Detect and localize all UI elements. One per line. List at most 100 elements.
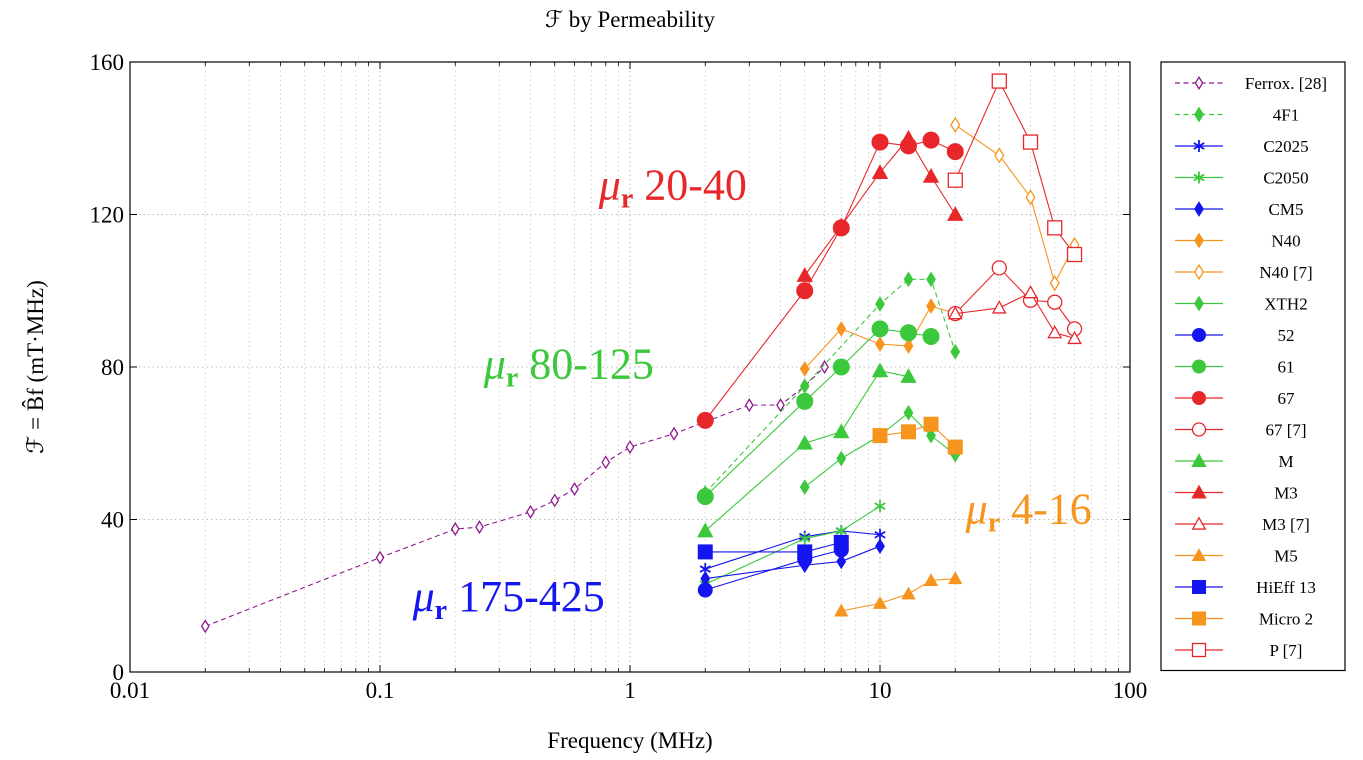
data-point xyxy=(744,398,754,413)
series-line xyxy=(705,545,881,580)
data-point xyxy=(991,300,1007,314)
data-point xyxy=(601,455,611,470)
legend-entry: 67 [7] xyxy=(1175,421,1307,440)
data-point xyxy=(834,603,849,617)
data-point xyxy=(903,404,914,421)
annotation-label: μr 20-40 xyxy=(598,160,747,214)
data-point xyxy=(923,416,939,432)
legend-entry: M3 xyxy=(1175,484,1298,503)
series-9 xyxy=(696,320,940,506)
legend-entry: M xyxy=(1175,452,1294,471)
data-point xyxy=(669,426,679,441)
data-point xyxy=(833,217,850,233)
legend-label: P [7] xyxy=(1270,641,1303,660)
legend-marker xyxy=(1194,201,1204,217)
legend-label: C2050 xyxy=(1263,169,1308,188)
data-point xyxy=(820,360,829,374)
legend-label: M5 xyxy=(1274,547,1298,566)
series-2 xyxy=(699,524,886,576)
data-point xyxy=(832,358,850,376)
legend-marker xyxy=(1191,642,1207,658)
series-line xyxy=(704,278,956,494)
data-point xyxy=(833,534,849,550)
data-point xyxy=(900,368,917,383)
data-point xyxy=(948,571,963,585)
data-point xyxy=(1025,189,1036,206)
y-tick-label: 0 xyxy=(113,660,125,685)
data-point xyxy=(874,500,886,513)
series-15 xyxy=(834,571,963,617)
legend-entry: CM5 xyxy=(1175,200,1303,219)
data-point xyxy=(872,596,888,609)
legend-label: 61 xyxy=(1278,358,1295,377)
data-point xyxy=(799,361,810,377)
legend-entry: P [7] xyxy=(1175,641,1302,660)
legend-marker xyxy=(1192,359,1206,374)
series-line xyxy=(804,412,956,488)
x-tick-label: 1 xyxy=(624,678,636,703)
chart-title: ℱ by Permeability xyxy=(545,7,716,32)
legend-marker xyxy=(1194,76,1204,90)
x-axis-label: Frequency (MHz) xyxy=(547,728,712,753)
data-point xyxy=(991,260,1007,276)
data-point xyxy=(796,267,813,282)
legend-label: CM5 xyxy=(1269,200,1304,219)
series-14 xyxy=(947,285,1082,345)
data-point xyxy=(875,538,885,555)
axes: 0.01 0.1 1 10 100 0 40 80 120 160 xyxy=(90,50,1148,703)
legend-marker xyxy=(1194,106,1204,123)
legend-marker xyxy=(1191,422,1207,437)
legend: Ferrox. [28] 4F1 C2025 C2050 CM5 N40 N40 [7] XT… xyxy=(1160,61,1346,672)
data-point xyxy=(900,129,917,145)
x-tick-label: 0.1 xyxy=(366,678,395,703)
x-tick-label: 100 xyxy=(1113,678,1148,703)
data-point xyxy=(200,619,210,634)
data-point xyxy=(875,296,885,312)
data-point xyxy=(696,488,714,506)
y-tick-label: 160 xyxy=(90,50,125,75)
data-point xyxy=(926,271,936,288)
legend-entry: Micro 2 xyxy=(1175,610,1313,629)
series-line xyxy=(841,578,956,612)
annotation-label: μr 4-16 xyxy=(965,484,1092,538)
data-point xyxy=(871,362,889,378)
data-point xyxy=(991,73,1007,89)
data-point xyxy=(946,143,964,161)
data-point xyxy=(994,147,1005,164)
y-tick-label: 120 xyxy=(90,203,125,228)
y-tick-label: 40 xyxy=(101,508,124,533)
data-point xyxy=(926,427,936,444)
data-point xyxy=(947,305,963,320)
annotation-label: μr 80-125 xyxy=(483,339,654,393)
data-point xyxy=(901,586,916,600)
legend-marker xyxy=(1191,516,1207,530)
series-0 xyxy=(200,360,829,634)
series-18 xyxy=(947,73,1083,263)
data-point xyxy=(1023,285,1038,299)
legend-entry: M5 xyxy=(1175,547,1298,566)
data-point xyxy=(799,378,810,394)
y-axis-label: ℱ = B̂f (mT·MHz) xyxy=(21,280,48,454)
data-point xyxy=(1066,246,1083,263)
data-point xyxy=(1022,134,1039,150)
data-point xyxy=(947,439,963,455)
series-16 xyxy=(697,534,849,560)
grid xyxy=(130,62,1130,672)
legend-label: N40 [7] xyxy=(1259,263,1312,282)
legend-entry: 52 xyxy=(1175,326,1295,345)
data-point xyxy=(836,321,847,337)
legend-label: M xyxy=(1278,452,1293,471)
data-point xyxy=(1047,325,1063,339)
series-line xyxy=(954,124,1076,285)
data-point xyxy=(450,522,460,537)
series-6 xyxy=(950,116,1080,292)
legend-entry: 67 xyxy=(1175,389,1295,408)
legend-marker xyxy=(1192,328,1206,342)
legend-label: M3 xyxy=(1274,484,1298,503)
x-tick-label: 10 xyxy=(869,678,892,703)
legend-entry: C2025 xyxy=(1175,137,1309,156)
legend-marker xyxy=(1191,484,1207,499)
legend-label: 67 [7] xyxy=(1265,421,1306,440)
data-point xyxy=(697,522,714,538)
